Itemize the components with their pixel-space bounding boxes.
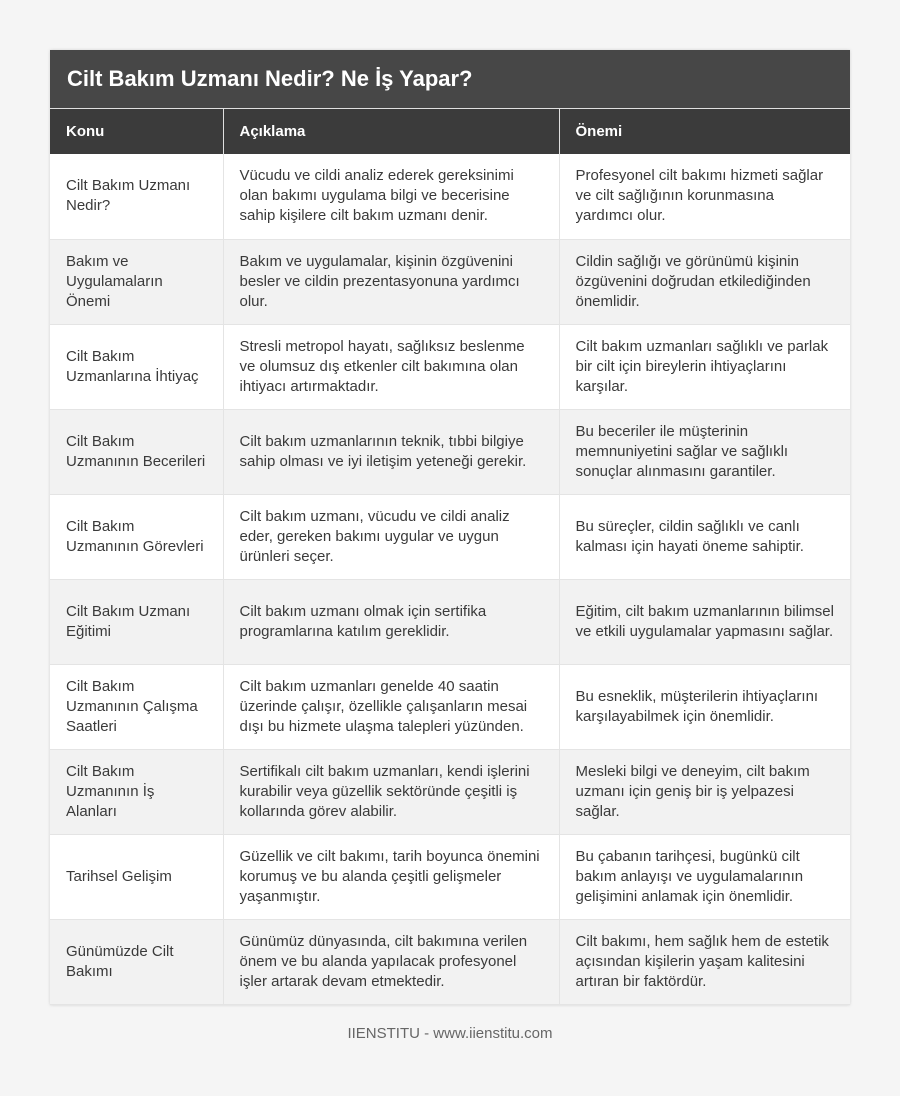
header-aciklama: Açıklama [223,108,560,154]
cell-aciklama: Cilt bakım uzmanlarının teknik, tıbbi bi… [223,409,560,495]
cell-onemi: Mesleki bilgi ve deneyim, cilt bakım uzm… [559,749,850,835]
cell-konu: Cilt Bakım Uzmanlarına İhtiyaç [50,324,224,410]
cell-onemi: Bu esneklik, müşterilerin ihtiyaçlarını … [559,664,850,750]
cell-konu: Cilt Bakım Uzmanının Çalışma Saatleri [50,664,224,750]
cell-aciklama: Sertifikalı cilt bakım uzmanları, kendi … [223,749,560,835]
table-title: Cilt Bakım Uzmanı Nedir? Ne İş Yapar? [50,50,850,108]
table-row: Bakım ve Uygulamaların Önemi Bakım ve uyg… [50,239,850,325]
cell-konu: Bakım ve Uygulamaların Önemi [50,239,224,325]
cell-aciklama: Cilt bakım uzmanı olmak için sertifika p… [223,579,560,665]
content-table-card: Cilt Bakım Uzmanı Nedir? Ne İş Yapar? Ko… [50,50,850,1005]
table-row: Cilt Bakım Uzmanının Becerileri Cilt bakı… [50,409,850,495]
table-row: Cilt Bakım Uzmanlarına İhtiyaç Stresli me… [50,324,850,410]
cell-aciklama: Bakım ve uygulamalar, kişinin özgüvenini… [223,239,560,325]
info-table: Konu Açıklama Önemi Cilt Bakım Uzmanı Ne… [50,108,850,1005]
cell-onemi: Bu beceriler ile müşterinin memnuniyetin… [559,409,850,495]
cell-aciklama: Güzellik ve cilt bakımı, tarih boyunca ö… [223,834,560,920]
header-onemi: Önemi [559,108,850,154]
cell-konu: Cilt Bakım Uzmanının İş Alanları [50,749,224,835]
table-row: Günümüzde Cilt Bakımı Günümüz dünyasında,… [50,919,850,1005]
cell-konu: Tarihsel Gelişim [50,834,224,920]
cell-onemi: Eğitim, cilt bakım uzmanlarının bilimsel… [559,579,850,665]
cell-aciklama: Cilt bakım uzmanları genelde 40 saatin ü… [223,664,560,750]
table-row: Cilt Bakım Uzmanının İş Alanları Sertifik… [50,749,850,835]
cell-aciklama: Vücudu ve cildi analiz ederek gereksinim… [223,154,560,240]
table-row: Tarihsel Gelişim Güzellik ve cilt bakımı,… [50,834,850,920]
table-row: Cilt Bakım Uzmanının Görevleri Cilt bakım… [50,494,850,580]
header-konu: Konu [50,108,224,154]
cell-aciklama: Günümüz dünyasında, cilt bakımına verile… [223,919,560,1005]
cell-konu: Cilt Bakım Uzmanının Becerileri [50,409,224,495]
cell-konu: Cilt Bakım Uzmanı Eğitimi [50,579,224,665]
cell-konu: Günümüzde Cilt Bakımı [50,919,224,1005]
header-row: Konu Açıklama Önemi [50,108,850,154]
cell-onemi: Cildin sağlığı ve görünümü kişinin özgüv… [559,239,850,325]
cell-onemi: Bu süreçler, cildin sağlıklı ve canlı ka… [559,494,850,580]
table-row: Cilt Bakım Uzmanı Nedir? Vücudu ve cildi … [50,154,850,240]
cell-konu: Cilt Bakım Uzmanının Görevleri [50,494,224,580]
cell-onemi: Cilt bakım uzmanları sağlıklı ve parlak … [559,324,850,410]
table-row: Cilt Bakım Uzmanı Eğitimi Cilt bakım uzma… [50,579,850,665]
table-row: Cilt Bakım Uzmanının Çalışma Saatleri Cil… [50,664,850,750]
cell-onemi: Bu çabanın tarihçesi, bugünkü cilt bakım… [559,834,850,920]
cell-onemi: Profesyonel cilt bakımı hizmeti sağlar v… [559,154,850,240]
cell-konu: Cilt Bakım Uzmanı Nedir? [50,154,224,240]
cell-aciklama: Cilt bakım uzmanı, vücudu ve cildi anali… [223,494,560,580]
footer-credit: IIENSTITU - www.iienstitu.com [347,1025,553,1042]
cell-onemi: Cilt bakımı, hem sağlık hem de estetik a… [559,919,850,1005]
cell-aciklama: Stresli metropol hayatı, sağlıksız besle… [223,324,560,410]
